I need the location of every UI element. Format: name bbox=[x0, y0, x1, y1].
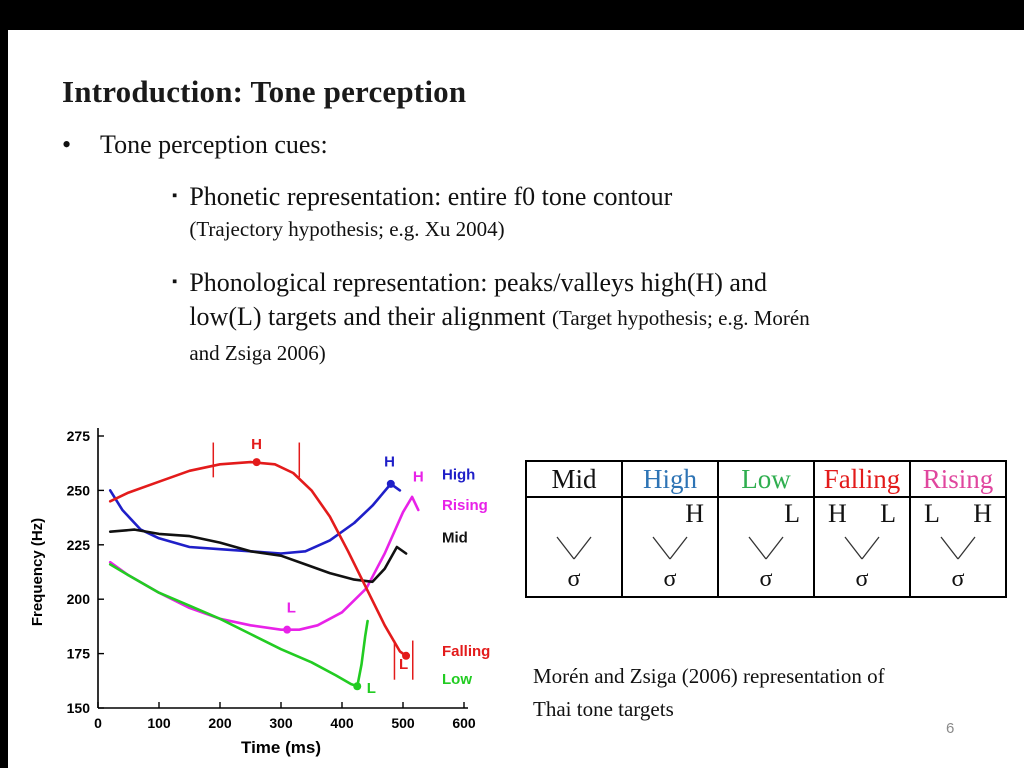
tone-letters: H bbox=[624, 499, 716, 531]
svg-text:H: H bbox=[251, 436, 262, 453]
sub-bullet-main: Phonetic representation: entire f0 tone … bbox=[189, 182, 673, 211]
square-bullet-icon: ▪ bbox=[172, 188, 178, 204]
svg-text:Rising: Rising bbox=[442, 497, 488, 514]
tone-letters: L H bbox=[912, 499, 1004, 531]
svg-text:225: 225 bbox=[67, 537, 91, 553]
association-lines-icon bbox=[748, 536, 784, 560]
table-header-high: High bbox=[621, 460, 719, 498]
sub-bullet-main: Phonological representation: peaks/valle… bbox=[189, 268, 767, 331]
tone-letter-left: L bbox=[924, 499, 940, 528]
svg-text:H: H bbox=[413, 469, 424, 486]
svg-text:H: H bbox=[384, 453, 395, 470]
table-body-row: σ H σ L σ H L bbox=[525, 496, 1007, 598]
syllable-sigma: σ bbox=[951, 566, 965, 592]
svg-text:150: 150 bbox=[67, 700, 91, 716]
svg-text:L: L bbox=[287, 599, 296, 616]
association-lines-icon bbox=[652, 536, 688, 560]
bullet-item: • Tone perception cues: bbox=[62, 130, 328, 160]
page-number: 6 bbox=[946, 720, 955, 737]
table-header-falling: Falling bbox=[813, 460, 911, 498]
svg-text:100: 100 bbox=[147, 715, 171, 731]
sub-bullet-text: Phonetic representation: entire f0 tone … bbox=[189, 180, 837, 244]
tone-letter-right: H bbox=[685, 499, 704, 528]
chart-svg: 150 175 200 225 250 275 0 100 200 300 400 500 600 Tim… bbox=[29, 428, 490, 757]
svg-text:Mid: Mid bbox=[442, 530, 468, 547]
association-lines-icon bbox=[556, 536, 592, 560]
svg-text:High: High bbox=[442, 467, 475, 484]
tone-contour-chart: 150 175 200 225 250 275 0 100 200 300 400 500 600 Tim… bbox=[28, 420, 514, 765]
syllable-sigma: σ bbox=[567, 566, 581, 592]
svg-text:L: L bbox=[367, 680, 376, 697]
svg-text:200: 200 bbox=[208, 715, 232, 731]
sub-bullet-note: (Trajectory hypothesis; e.g. Xu 2004) bbox=[189, 217, 505, 241]
caption-line-2: Thai tone targets bbox=[533, 697, 674, 721]
bullet-text: Tone perception cues: bbox=[100, 130, 328, 159]
svg-text:250: 250 bbox=[67, 482, 91, 498]
table-header-low: Low bbox=[717, 460, 815, 498]
tone-cell-high: H σ bbox=[621, 496, 719, 598]
tone-targets-table: Mid High Low Falling Rising σ H bbox=[525, 460, 1007, 598]
association-lines-icon bbox=[940, 536, 976, 560]
tone-cell-rising: L H σ bbox=[909, 496, 1007, 598]
tone-cell-mid: σ bbox=[525, 496, 623, 598]
syllable-sigma: σ bbox=[663, 566, 677, 592]
sub-bullet-note: (Target hypothesis; e.g. Morén and Zsiga… bbox=[189, 306, 810, 365]
bullet-marker: • bbox=[62, 130, 72, 159]
tone-cell-low: L σ bbox=[717, 496, 815, 598]
svg-text:Low: Low bbox=[442, 671, 472, 688]
svg-text:L: L bbox=[399, 656, 408, 673]
table-header-mid: Mid bbox=[525, 460, 623, 498]
tone-letter-left: H bbox=[828, 499, 847, 528]
sub-bullet-phonological: ▪ Phonological representation: peaks/val… bbox=[172, 266, 837, 370]
syllable-sigma: σ bbox=[855, 566, 869, 592]
table-header-rising: Rising bbox=[909, 460, 1007, 498]
table-header-row: Mid High Low Falling Rising bbox=[525, 460, 1007, 498]
svg-text:600: 600 bbox=[452, 715, 476, 731]
association-lines-icon bbox=[844, 536, 880, 560]
sub-bullet-phonetic: ▪ Phonetic representation: entire f0 ton… bbox=[172, 180, 837, 244]
svg-text:275: 275 bbox=[67, 428, 91, 444]
tone-letters: L bbox=[720, 499, 812, 531]
slide: Introduction: Tone perception • Tone per… bbox=[8, 30, 1024, 768]
tone-letter-right: L bbox=[784, 499, 800, 528]
tone-letters bbox=[528, 499, 620, 531]
square-bullet-icon: ▪ bbox=[172, 274, 178, 290]
svg-text:Falling: Falling bbox=[442, 643, 490, 660]
tone-letters: H L bbox=[816, 499, 908, 531]
table-caption: Morén and Zsiga (2006) representation of… bbox=[533, 660, 885, 726]
svg-text:300: 300 bbox=[269, 715, 293, 731]
slide-title: Introduction: Tone perception bbox=[62, 74, 467, 109]
svg-text:0: 0 bbox=[94, 715, 102, 731]
svg-text:Frequency (Hz): Frequency (Hz) bbox=[29, 518, 46, 626]
svg-text:175: 175 bbox=[67, 646, 91, 662]
tone-cell-falling: H L σ bbox=[813, 496, 911, 598]
syllable-sigma: σ bbox=[759, 566, 773, 592]
sub-bullet-text: Phonological representation: peaks/valle… bbox=[189, 266, 837, 370]
svg-text:400: 400 bbox=[330, 715, 354, 731]
tone-letter-right: L bbox=[880, 499, 896, 528]
svg-text:200: 200 bbox=[67, 591, 91, 607]
tone-letter-right: H bbox=[973, 499, 992, 528]
svg-text:Time (ms): Time (ms) bbox=[241, 738, 321, 757]
svg-text:500: 500 bbox=[391, 715, 415, 731]
caption-line-1: Morén and Zsiga (2006) representation of bbox=[533, 664, 885, 688]
